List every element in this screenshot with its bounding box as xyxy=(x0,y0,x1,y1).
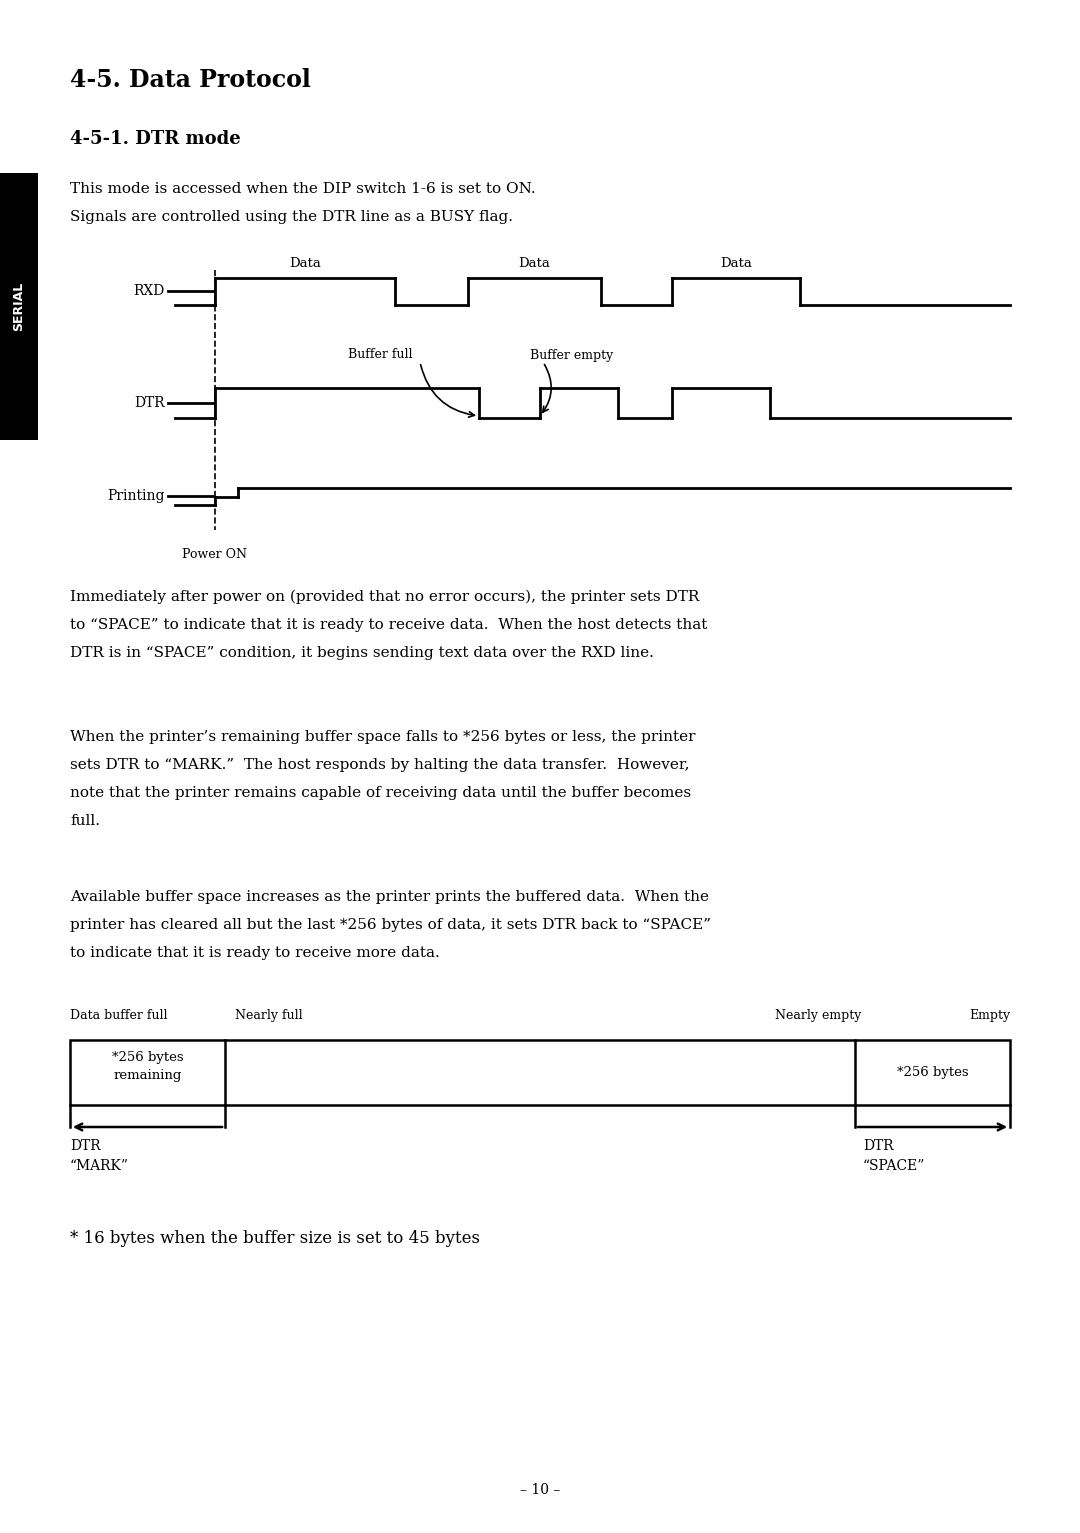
Text: DTR: DTR xyxy=(863,1139,893,1153)
Text: Data buffer full: Data buffer full xyxy=(70,1009,167,1023)
Text: to indicate that it is ready to receive more data.: to indicate that it is ready to receive … xyxy=(70,946,440,960)
Text: DTR: DTR xyxy=(134,396,165,409)
Text: * 16 bytes when the buffer size is set to 45 bytes: * 16 bytes when the buffer size is set t… xyxy=(70,1229,480,1246)
Text: Immediately after power on (provided that no error occurs), the printer sets DTR: Immediately after power on (provided tha… xyxy=(70,590,700,604)
Text: Data: Data xyxy=(518,258,550,270)
Bar xyxy=(0,173,38,440)
Text: This mode is accessed when the DIP switch 1-6 is set to ON.: This mode is accessed when the DIP switc… xyxy=(70,182,536,196)
Text: Available buffer space increases as the printer prints the buffered data.  When : Available buffer space increases as the … xyxy=(70,891,708,904)
Text: printer has cleared all but the last *256 bytes of data, it sets DTR back to “SP: printer has cleared all but the last *25… xyxy=(70,918,711,932)
Text: note that the printer remains capable of receiving data until the buffer becomes: note that the printer remains capable of… xyxy=(70,786,691,800)
Text: 4-5-1. DTR mode: 4-5-1. DTR mode xyxy=(70,130,241,149)
Text: Buffer empty: Buffer empty xyxy=(530,348,613,362)
Text: sets DTR to “MARK.”  The host responds by halting the data transfer.  However,: sets DTR to “MARK.” The host responds by… xyxy=(70,757,689,773)
Text: to “SPACE” to indicate that it is ready to receive data.  When the host detects : to “SPACE” to indicate that it is ready … xyxy=(70,618,707,632)
Text: full.: full. xyxy=(70,814,100,828)
Text: “SPACE”: “SPACE” xyxy=(863,1159,926,1173)
Bar xyxy=(70,1039,1010,1105)
Text: Power ON: Power ON xyxy=(183,547,247,561)
Text: When the printer’s remaining buffer space falls to *256 bytes or less, the print: When the printer’s remaining buffer spac… xyxy=(70,730,696,744)
Text: – 10 –: – 10 – xyxy=(519,1482,561,1498)
Text: *256 bytes: *256 bytes xyxy=(896,1065,969,1079)
Text: Nearly full: Nearly full xyxy=(235,1009,302,1023)
Text: Printing: Printing xyxy=(108,489,165,503)
Text: 4-5. Data Protocol: 4-5. Data Protocol xyxy=(70,67,311,92)
Text: “MARK”: “MARK” xyxy=(70,1159,129,1173)
Text: *256 bytes
remaining: *256 bytes remaining xyxy=(111,1052,184,1082)
Text: RXD: RXD xyxy=(134,284,165,297)
Text: SERIAL: SERIAL xyxy=(13,282,26,331)
Text: Signals are controlled using the DTR line as a BUSY flag.: Signals are controlled using the DTR lin… xyxy=(70,210,513,224)
Text: Data: Data xyxy=(289,258,321,270)
Text: Buffer full: Buffer full xyxy=(348,348,413,362)
Text: Empty: Empty xyxy=(969,1009,1010,1023)
Text: DTR: DTR xyxy=(70,1139,100,1153)
Text: DTR is in “SPACE” condition, it begins sending text data over the RXD line.: DTR is in “SPACE” condition, it begins s… xyxy=(70,645,653,661)
Text: Data: Data xyxy=(720,258,752,270)
Text: Nearly empty: Nearly empty xyxy=(775,1009,862,1023)
